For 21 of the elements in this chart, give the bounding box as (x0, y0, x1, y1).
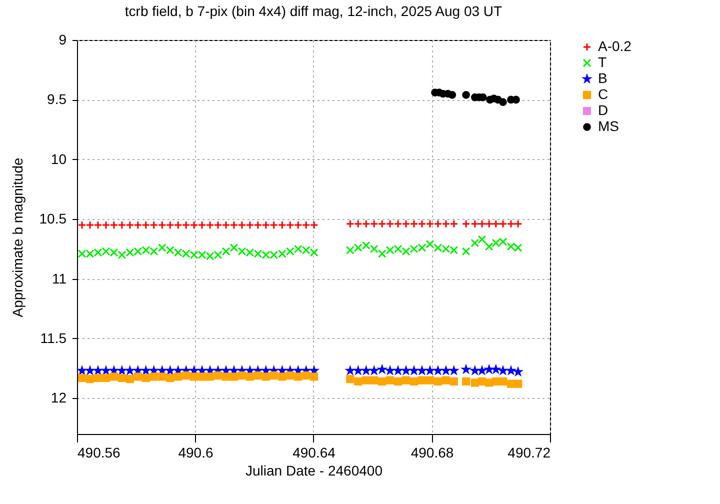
y-axis-title: Approximate b magnitude (9, 158, 26, 318)
y-tick-label: 11 (52, 270, 67, 286)
x-axis-title: Julian Date - 2460400 (246, 462, 383, 478)
legend-label: D (598, 102, 608, 118)
y-tick-label: 9 (58, 32, 67, 48)
legend-label: C (598, 86, 608, 102)
x-tick-label: 490.64 (292, 444, 336, 460)
x-tick-label: 490.6 (178, 444, 214, 460)
x-tick-label: 490.72 (508, 444, 551, 460)
legend-label: A-0.2 (598, 38, 632, 54)
legend-label: MS (598, 118, 619, 134)
chart-title: tcrb field, b 7-pix (bin 4x4) diff mag, 12-inch, 2025 Aug 03 UT (124, 3, 503, 19)
x-tick-label: 490.68 (410, 444, 454, 460)
y-tick-label: 10 (50, 150, 67, 167)
x-tick-label: 490.56 (78, 444, 121, 460)
legend-label: B (598, 70, 608, 86)
y-tick-label: 12 (50, 390, 67, 406)
y-tick-label: 9.5 (47, 91, 67, 108)
y-tick-label: 10.5 (39, 210, 67, 227)
legend-label: T (598, 54, 607, 70)
y-tick-label: 11.5 (40, 330, 67, 346)
